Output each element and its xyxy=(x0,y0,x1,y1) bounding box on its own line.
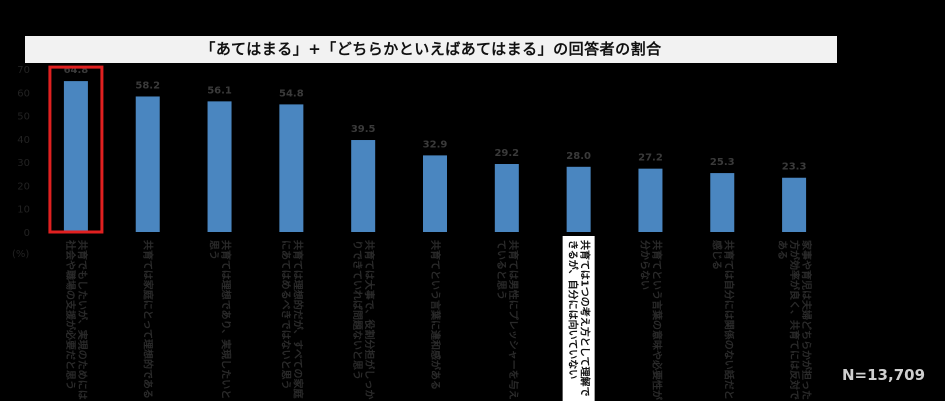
value-label-5: 32.9 xyxy=(423,139,448,150)
category-label-line: 思う xyxy=(208,240,220,260)
value-label-3: 54.8 xyxy=(279,88,304,99)
bar-5 xyxy=(423,155,447,232)
category-label-line: 方が効率が良く、共育てには反対で xyxy=(788,240,801,400)
value-label-10: 23.3 xyxy=(782,162,807,173)
chart-title: 「あてはまる」+「どちらかといえばあてはまる」の回答者の割合 xyxy=(25,36,837,63)
y-axis: 0 10 20 30 40 50 60 70 (%) xyxy=(12,65,30,260)
category-label-line: きるが、自分には向いていない xyxy=(567,240,580,379)
category-label-line: 感じる xyxy=(710,240,723,270)
category-label-line: にあてはめるべきではないと思う xyxy=(279,240,292,390)
category-label-line: 共育ては大事で、役割分担がしっか xyxy=(363,240,376,399)
value-label-0: 64.8 xyxy=(64,65,89,76)
highlight-box xyxy=(48,65,104,234)
bar-8 xyxy=(638,168,663,232)
value-label-7: 28.0 xyxy=(566,151,591,162)
bar-7 xyxy=(566,166,591,232)
value-label-6: 29.2 xyxy=(494,148,519,159)
bar-3 xyxy=(279,104,304,232)
category-label-line: 共育てという言葉の意味や必要性が xyxy=(650,240,663,401)
category-label-line: りできていれば問題ないと思う xyxy=(351,240,364,380)
value-label-1: 58.2 xyxy=(135,80,160,91)
y-tick-label-4: 40 xyxy=(17,135,30,146)
bars xyxy=(63,81,807,232)
bar-0 xyxy=(63,81,88,232)
sample-size-annotation: N=13,709 xyxy=(842,366,926,384)
bar-1 xyxy=(135,96,160,232)
bar-2 xyxy=(207,101,232,232)
highlight xyxy=(48,65,104,234)
value-label-8: 27.2 xyxy=(638,153,663,164)
category-label-line: 共育ては理想であり、実現したいと xyxy=(220,240,233,399)
y-tick-label-7: 70 xyxy=(17,65,30,76)
value-labels: 64.8 58.2 56.1 54.8 39.5 32.9 29.2 28.0 27.2 25.3… xyxy=(64,65,807,173)
category-label-1: 共育ては家庭にとって理想的である xyxy=(142,240,155,399)
value-label-2: 56.1 xyxy=(207,85,232,96)
value-label-9: 25.3 xyxy=(710,157,735,168)
category-label-line: 社会や職場の支援が必要だと思う xyxy=(64,239,77,390)
category-label-line: 共育ては1つの考え方として理解で xyxy=(579,240,592,396)
y-tick-label-2: 20 xyxy=(17,181,30,192)
bar-4 xyxy=(351,140,376,232)
category-label-line: 家事や育児は夫婦どちらかが担った xyxy=(800,240,813,400)
category-label-line: ていると思う xyxy=(495,240,507,300)
category-label-line: 共育ては男性にプレッシャーを与え xyxy=(507,240,520,400)
category-label-line: 共育ては自分には関係のない話だと xyxy=(722,240,735,400)
bar-6 xyxy=(494,164,519,232)
y-tick-label-1: 10 xyxy=(17,205,30,216)
y-tick-label-6: 60 xyxy=(17,88,30,99)
y-tick-label-3: 30 xyxy=(17,158,30,169)
y-tick-label-0: 0 xyxy=(24,228,30,239)
y-axis-unit: (%) xyxy=(12,249,29,260)
category-label-line: 共育てという言葉に違和感がある xyxy=(429,240,442,390)
category-label-box-7 xyxy=(562,236,595,401)
category-label-line: 共育ては理想的だが、すべての家庭 xyxy=(291,240,304,399)
value-label-4: 39.5 xyxy=(351,124,376,135)
bar-9 xyxy=(710,173,735,232)
category-label-line: ある xyxy=(776,240,789,260)
y-tick-label-5: 50 xyxy=(17,112,30,123)
category-label-5: 共育てという言葉に違和感がある xyxy=(429,240,442,390)
category-label-line: 共育でもしたいが、実現のためには xyxy=(76,240,89,400)
category-label-line: 共育ては家庭にとって理想的である xyxy=(142,240,155,399)
category-label-line: 分からない xyxy=(638,240,651,290)
bar-10 xyxy=(782,177,807,232)
